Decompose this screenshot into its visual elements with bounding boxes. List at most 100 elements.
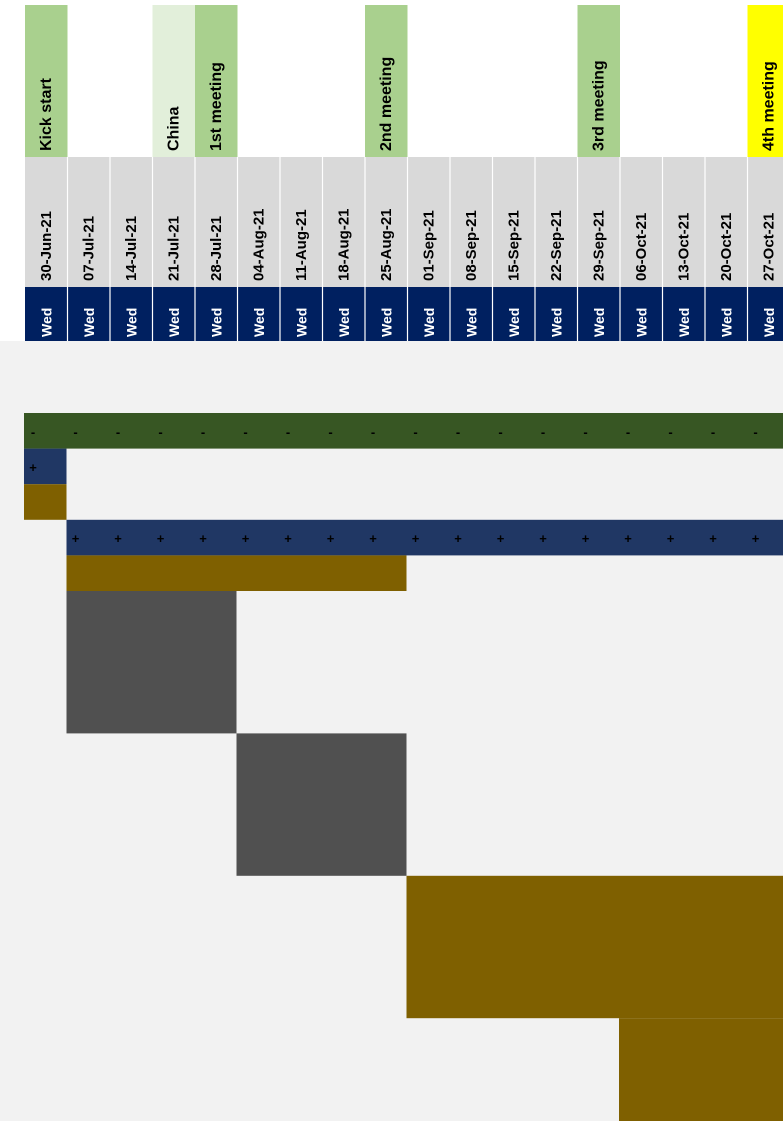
day-label: Wed bbox=[208, 308, 224, 337]
date-label: 30-Jun-21 bbox=[38, 211, 55, 281]
task-bar bbox=[66, 555, 407, 591]
task-bar bbox=[619, 1018, 783, 1121]
task-bar bbox=[236, 733, 407, 876]
summary-marker: - bbox=[626, 424, 630, 439]
date-cell bbox=[152, 157, 195, 287]
summary-marker: - bbox=[498, 424, 502, 439]
group-marker: + bbox=[29, 460, 37, 475]
day-cell bbox=[25, 287, 68, 341]
group-marker: + bbox=[72, 531, 80, 546]
group-bar bbox=[66, 519, 783, 556]
day-label: Wed bbox=[506, 308, 522, 337]
milestone-label: China bbox=[165, 106, 182, 151]
summary-marker: - bbox=[243, 424, 247, 439]
group-marker: + bbox=[709, 531, 717, 546]
date-label: 22-Sep-21 bbox=[548, 210, 565, 281]
day-cell bbox=[67, 287, 110, 341]
day-cell bbox=[195, 287, 238, 341]
date-label: 04-Aug-21 bbox=[250, 208, 267, 281]
day-cell bbox=[280, 287, 323, 341]
day-label: Wed bbox=[123, 308, 139, 337]
date-cell bbox=[110, 157, 153, 287]
day-cell bbox=[577, 287, 620, 341]
day-label: Wed bbox=[633, 308, 649, 337]
milestone-cell bbox=[747, 5, 783, 157]
day-label: Wed bbox=[378, 308, 394, 337]
milestone-label: 1st meeting bbox=[208, 62, 225, 151]
group-marker: + bbox=[454, 531, 462, 546]
milestone-cell bbox=[365, 5, 408, 157]
day-cell bbox=[492, 287, 535, 341]
day-cell bbox=[535, 287, 578, 341]
day-cell bbox=[620, 287, 663, 341]
date-label: 06-Oct-21 bbox=[633, 213, 650, 281]
summary-marker: - bbox=[116, 424, 120, 439]
date-label: 25-Aug-21 bbox=[378, 208, 395, 281]
summary-bar bbox=[24, 413, 783, 449]
date-cell bbox=[492, 157, 535, 287]
day-label: Wed bbox=[293, 308, 309, 337]
milestone-cell bbox=[195, 5, 238, 157]
day-cell bbox=[322, 287, 365, 341]
task-bar bbox=[66, 591, 237, 734]
summary-marker: - bbox=[31, 424, 35, 439]
date-cell bbox=[747, 157, 783, 287]
day-cell bbox=[110, 287, 153, 341]
summary-marker: - bbox=[158, 424, 162, 439]
date-cell bbox=[195, 157, 238, 287]
date-cell bbox=[365, 157, 408, 287]
day-cell bbox=[662, 287, 705, 341]
milestone-label: 4th meeting bbox=[760, 61, 777, 151]
date-label: 28-Jul-21 bbox=[208, 216, 225, 281]
milestone-cell bbox=[25, 5, 68, 157]
summary-marker: - bbox=[753, 424, 757, 439]
group-marker: + bbox=[412, 531, 420, 546]
summary-marker: - bbox=[371, 424, 375, 439]
date-cell bbox=[662, 157, 705, 287]
group-marker: + bbox=[497, 531, 505, 546]
milestone-label: 2nd meeting bbox=[378, 57, 395, 151]
group-marker: + bbox=[582, 531, 590, 546]
group-marker: + bbox=[539, 531, 547, 546]
day-label: Wed bbox=[548, 308, 564, 337]
date-label: 08-Sep-21 bbox=[463, 210, 480, 281]
day-label: Wed bbox=[421, 308, 437, 337]
date-label: 18-Aug-21 bbox=[335, 208, 352, 281]
date-cell bbox=[67, 157, 110, 287]
group-marker: + bbox=[114, 531, 122, 546]
group-marker: + bbox=[327, 531, 335, 546]
day-label: Wed bbox=[38, 308, 54, 337]
milestone-cell bbox=[152, 5, 195, 157]
date-label: 01-Sep-21 bbox=[420, 210, 437, 281]
group-bar bbox=[24, 448, 67, 485]
day-label: Wed bbox=[718, 308, 734, 337]
group-marker: + bbox=[369, 531, 377, 546]
day-label: Wed bbox=[336, 308, 352, 337]
milestone-cell bbox=[577, 5, 620, 157]
day-label: Wed bbox=[761, 308, 777, 337]
day-cell bbox=[747, 287, 783, 341]
summary-marker: - bbox=[413, 424, 417, 439]
summary-marker: - bbox=[201, 424, 205, 439]
group-marker: + bbox=[242, 531, 250, 546]
date-label: 27-Oct-21 bbox=[760, 213, 777, 281]
date-cell bbox=[280, 157, 323, 287]
date-label: 07-Jul-21 bbox=[80, 216, 97, 281]
summary-marker: - bbox=[456, 424, 460, 439]
date-cell bbox=[237, 157, 280, 287]
milestone-label: Kick start bbox=[38, 77, 55, 151]
date-label: 21-Jul-21 bbox=[165, 216, 182, 281]
day-cell bbox=[237, 287, 280, 341]
date-label: 20-Oct-21 bbox=[718, 213, 735, 281]
group-marker: + bbox=[624, 531, 632, 546]
date-cell bbox=[577, 157, 620, 287]
summary-marker: - bbox=[541, 424, 545, 439]
day-label: Wed bbox=[463, 308, 479, 337]
task-bar bbox=[24, 484, 67, 520]
date-cell bbox=[322, 157, 365, 287]
summary-marker: - bbox=[668, 424, 672, 439]
summary-marker: - bbox=[328, 424, 332, 439]
group-marker: + bbox=[199, 531, 207, 546]
date-cell bbox=[535, 157, 578, 287]
summary-marker: - bbox=[73, 424, 77, 439]
